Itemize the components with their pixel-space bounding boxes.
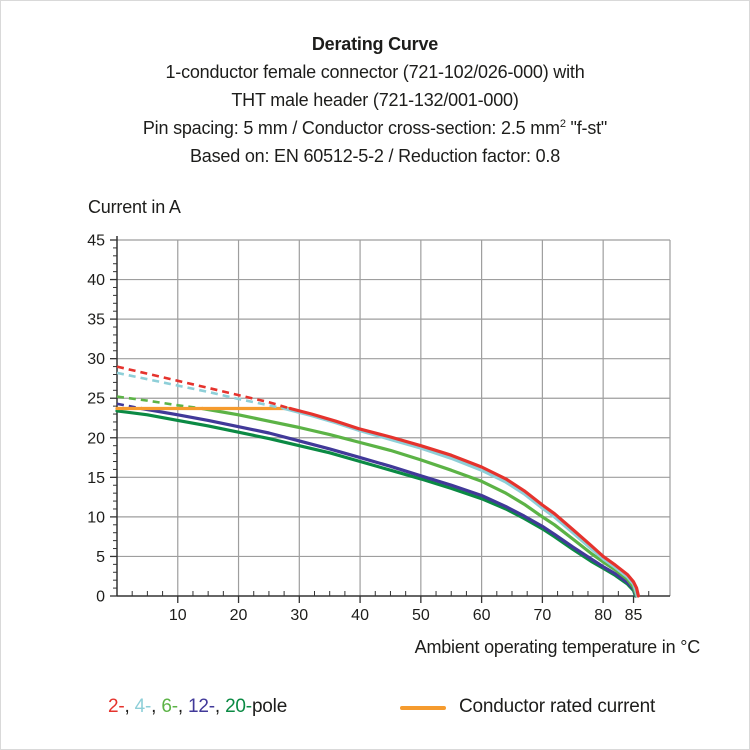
y-tick-label-30: 30 xyxy=(87,351,105,368)
curve-dashed-4-pole xyxy=(116,371,285,410)
curve-solid-20-pole xyxy=(115,409,637,598)
x-tick-label-20: 20 xyxy=(230,607,248,624)
rated-current-line-swatch xyxy=(400,706,446,710)
y-tick-label-40: 40 xyxy=(87,272,105,289)
y-axis-ticks: 0 5 10 15 20 25 30 35 40 45 xyxy=(87,233,117,606)
x-tick-label-60: 60 xyxy=(473,607,491,624)
curve-solid-6-pole xyxy=(200,406,639,598)
x-tick-label-30: 30 xyxy=(290,607,308,624)
x-tick-label-70: 70 xyxy=(533,607,551,624)
chart-grid xyxy=(117,239,671,596)
x-tick-label-10: 10 xyxy=(169,607,187,624)
chart-subtitle-2: THT male header (721-132/001-000) xyxy=(231,90,519,110)
chart-title: Derating Curve xyxy=(311,34,439,54)
y-tick-label-45: 45 xyxy=(87,233,105,250)
legend-separator: , xyxy=(177,696,189,717)
curve-solid-4-pole xyxy=(282,406,639,598)
chart-subtitle-4: Based on: EN 60512-5-2 / Reduction facto… xyxy=(189,146,561,166)
y-tick-label-10: 10 xyxy=(87,509,105,526)
legend-separator: , xyxy=(151,696,162,717)
superscript-2: 2 xyxy=(559,118,566,130)
x-tick-label-85: 85 xyxy=(625,607,643,624)
y-tick-label-25: 25 xyxy=(87,391,105,408)
rated-current-legend: Conductor rated current xyxy=(400,696,655,718)
x-axis-title: Ambient operating temperature in °C xyxy=(414,637,701,657)
x-tick-label-80: 80 xyxy=(594,607,612,624)
curve-dashed-12-pole xyxy=(116,402,142,410)
pole-legend-item-4: 4- xyxy=(134,696,152,717)
legend-separator: , xyxy=(214,696,226,717)
x-axis-ticks: 10 20 30 40 50 60 70 80 85 xyxy=(131,591,650,624)
chart-header: Derating Curve 1-conductor female connec… xyxy=(0,30,750,170)
y-tick-label-35: 35 xyxy=(87,312,105,329)
x-tick-label-50: 50 xyxy=(412,607,430,624)
chart-subtitle-1: 1-conductor female connector (721-102/02… xyxy=(165,62,585,82)
pole-legend-item-6: 6- xyxy=(161,696,178,717)
chart-axes xyxy=(116,236,670,597)
y-tick-label-15: 15 xyxy=(87,470,105,487)
pole-legend-item-20: 20- xyxy=(225,696,252,717)
legend-separator: , xyxy=(124,696,135,717)
pole-legend-suffix: pole xyxy=(251,696,288,717)
pole-legend-item-12: 12- xyxy=(188,696,215,717)
pole-legend: 2-, 4-, 6-, 12-, 20-pole xyxy=(108,696,287,718)
chart-curves xyxy=(115,365,640,598)
chart-subtitle-3: Pin spacing: 5 mm / Conductor cross-sect… xyxy=(142,118,608,138)
curve-solid-12-pole xyxy=(139,406,638,598)
pole-legend-item-2: 2- xyxy=(108,696,125,717)
curve-solid-2-pole xyxy=(288,406,640,598)
rated-current-label: Conductor rated current xyxy=(459,696,656,717)
y-tick-label-5: 5 xyxy=(96,549,105,566)
y-axis-title: Current in A xyxy=(88,197,181,217)
curve-dashed-2-pole xyxy=(116,365,291,410)
y-tick-label-20: 20 xyxy=(87,430,105,447)
legend: 2-, 4-, 6-, 12-, 20-pole Conductor rated… xyxy=(0,696,750,726)
y-tick-label-0: 0 xyxy=(96,589,105,606)
x-tick-label-40: 40 xyxy=(351,607,369,624)
